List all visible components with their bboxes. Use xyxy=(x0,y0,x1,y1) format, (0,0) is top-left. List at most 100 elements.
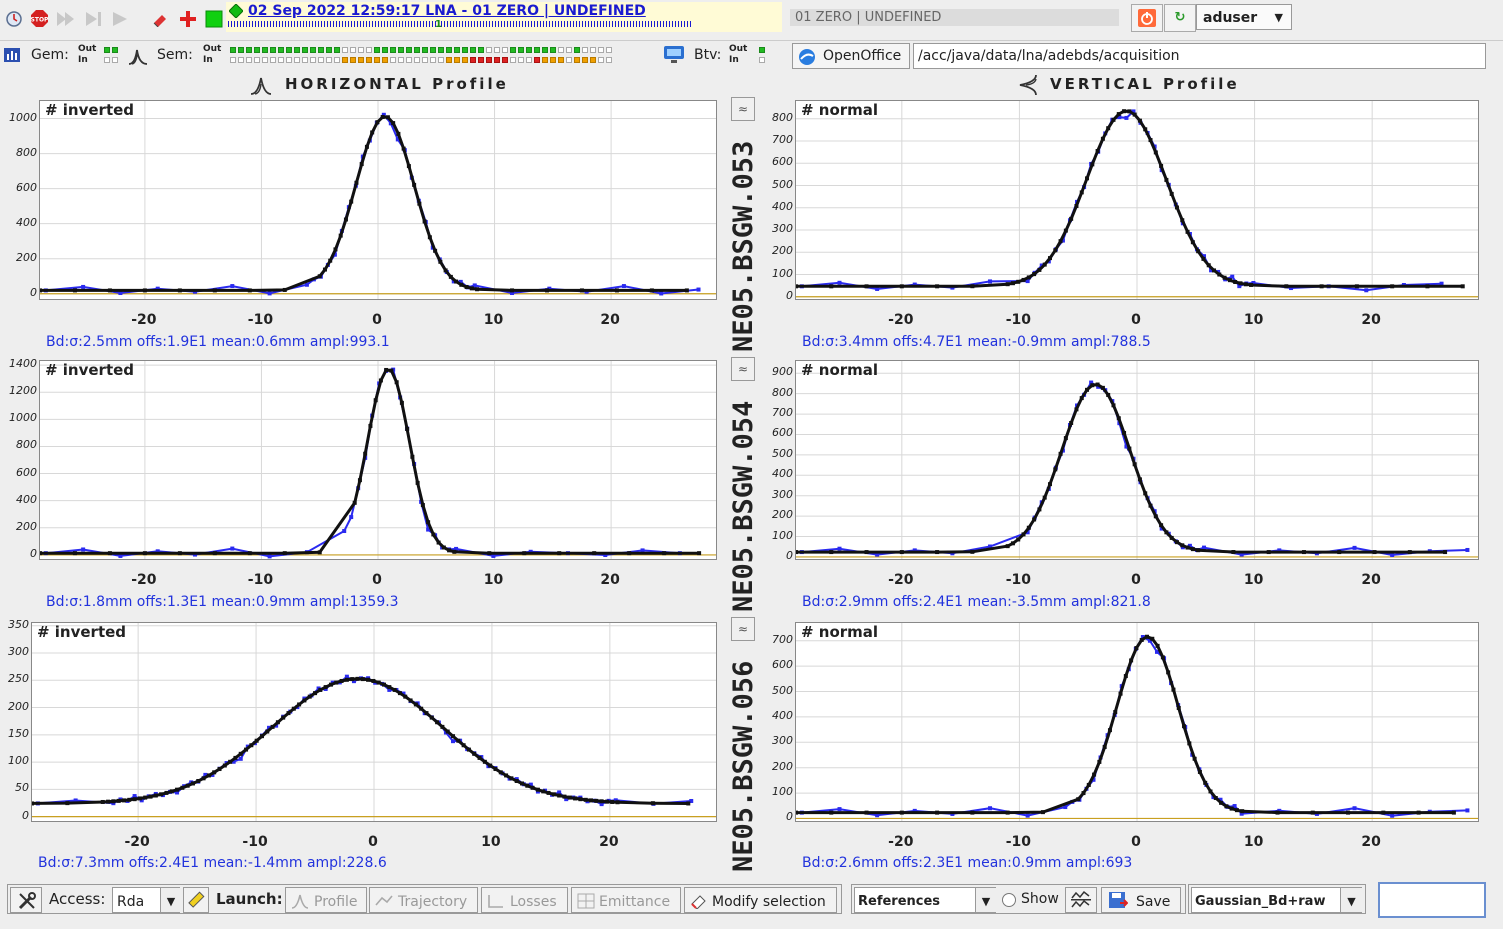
fit-point xyxy=(338,233,343,238)
references-select[interactable]: References ▼ xyxy=(854,887,996,913)
fit-point xyxy=(392,687,397,692)
status-led xyxy=(486,57,492,63)
fit-point xyxy=(222,763,227,768)
fit-point xyxy=(899,810,904,815)
x-tick-label: 0 xyxy=(368,834,378,850)
status-led xyxy=(422,47,428,53)
plot-canvas xyxy=(794,101,1478,299)
fit-point xyxy=(413,702,418,707)
raw-data-point xyxy=(81,547,86,552)
tools-button[interactable] xyxy=(10,887,42,913)
profile-plot[interactable] xyxy=(38,360,717,560)
plot-mode-tag: # inverted xyxy=(45,361,135,379)
x-tick-label: 20 xyxy=(1361,572,1381,588)
bar-chart-icon[interactable] xyxy=(4,48,20,62)
fit-point xyxy=(349,199,354,204)
y-tick-label: 500 xyxy=(772,683,793,697)
y-tick-label: 300 xyxy=(8,645,29,658)
raw-data-point xyxy=(1060,238,1065,243)
clock-icon[interactable] xyxy=(4,9,23,28)
fit-point xyxy=(440,724,445,729)
emittance-button[interactable]: Emittance xyxy=(571,887,681,913)
raw-data-point xyxy=(344,674,349,679)
btv-in-label: In xyxy=(729,55,739,65)
monitor-icon[interactable] xyxy=(663,45,685,65)
profile-plot[interactable] xyxy=(794,100,1479,300)
compare-button[interactable] xyxy=(1065,887,1097,913)
access-select[interactable]: Rda ▼ xyxy=(112,887,181,913)
collapse-button-054[interactable]: ≈ xyxy=(731,357,755,381)
fit-point xyxy=(604,799,609,804)
fit-point xyxy=(448,274,453,279)
stop-button[interactable] xyxy=(1131,4,1163,32)
raw-data-point xyxy=(1232,804,1237,809)
plot-canvas xyxy=(30,623,716,821)
status-led xyxy=(478,57,484,63)
extra-input[interactable] xyxy=(1378,882,1486,918)
x-tick-label: 20 xyxy=(1361,312,1381,328)
collapse-button-056[interactable]: ≈ xyxy=(731,617,755,641)
status-led xyxy=(574,57,580,63)
modify-selection-button[interactable]: Modify selection xyxy=(684,887,837,913)
raw-data-point xyxy=(528,782,533,787)
plus-icon[interactable] xyxy=(178,9,197,28)
raw-data-point xyxy=(1140,635,1145,640)
openoffice-button[interactable]: OpenOffice xyxy=(792,43,910,69)
raw-data-point xyxy=(267,725,272,730)
status-led xyxy=(438,47,444,53)
collapse-button-053[interactable]: ≈ xyxy=(731,97,755,121)
fit-point xyxy=(614,288,619,293)
monitor-label-053: NE05.BSGW.053 xyxy=(728,140,759,352)
raw-data-series xyxy=(801,109,1442,292)
y-tick-label: 600 xyxy=(16,465,37,479)
fit-point xyxy=(1090,162,1095,167)
fit-point xyxy=(185,783,190,788)
save-button[interactable]: Save xyxy=(1101,887,1181,913)
profile-plot[interactable] xyxy=(38,100,717,300)
profile-plot[interactable] xyxy=(30,622,717,822)
eraser-icon[interactable] xyxy=(150,9,169,28)
profile-plot[interactable] xyxy=(794,360,1479,560)
raw-data-point xyxy=(118,553,123,558)
y-tick-label: 350 xyxy=(8,617,29,631)
y-tick-label: 200 xyxy=(8,699,29,713)
stop-icon[interactable]: STOP xyxy=(30,9,49,28)
raw-data-point xyxy=(118,291,123,296)
ruler-button[interactable] xyxy=(183,887,209,913)
fit-point xyxy=(408,698,413,703)
status-led xyxy=(374,57,380,63)
fit-point xyxy=(317,274,322,279)
profile-button[interactable]: Profile xyxy=(285,887,367,913)
fit-point xyxy=(394,380,399,385)
fast-forward-icon[interactable] xyxy=(56,9,75,28)
save-icon xyxy=(1109,892,1128,908)
fit-point xyxy=(238,751,243,756)
modify-selection-label: Modify selection xyxy=(712,894,826,910)
user-select[interactable]: aduser ▼ xyxy=(1196,4,1292,30)
fit-point xyxy=(201,776,206,781)
y-tick-label: 0 xyxy=(30,546,37,560)
fit-point xyxy=(1010,281,1015,286)
raw-data-point xyxy=(1154,649,1159,654)
play-icon[interactable] xyxy=(110,9,129,28)
losses-button[interactable]: Losses xyxy=(481,887,568,913)
fit-select[interactable]: Gaussian_Bd+raw ▼ xyxy=(1191,887,1362,913)
fit-point xyxy=(573,796,578,801)
raw-data-point xyxy=(395,137,400,142)
fit-point xyxy=(175,787,180,792)
fit-point xyxy=(1100,136,1105,141)
raw-data-point xyxy=(1465,808,1470,813)
fit-point xyxy=(30,801,34,806)
path-field[interactable]: /acc/java/data/lna/adebds/acquisition xyxy=(913,43,1486,69)
fit-point xyxy=(429,715,434,720)
show-radio[interactable] xyxy=(1002,893,1016,907)
y-tick-label: 700 xyxy=(772,406,793,420)
status-led xyxy=(454,47,460,53)
refresh-button[interactable]: ↻ xyxy=(1164,4,1196,32)
fit-point xyxy=(970,549,975,554)
profile-plot[interactable] xyxy=(794,622,1479,822)
trajectory-button[interactable]: Trajectory xyxy=(369,887,478,913)
step-forward-icon[interactable] xyxy=(84,9,103,28)
fit-point xyxy=(551,792,556,797)
fit-caption: Bd:σ:3.4mm offs:4.7E1 mean:-0.9mm ampl:7… xyxy=(802,334,1151,350)
